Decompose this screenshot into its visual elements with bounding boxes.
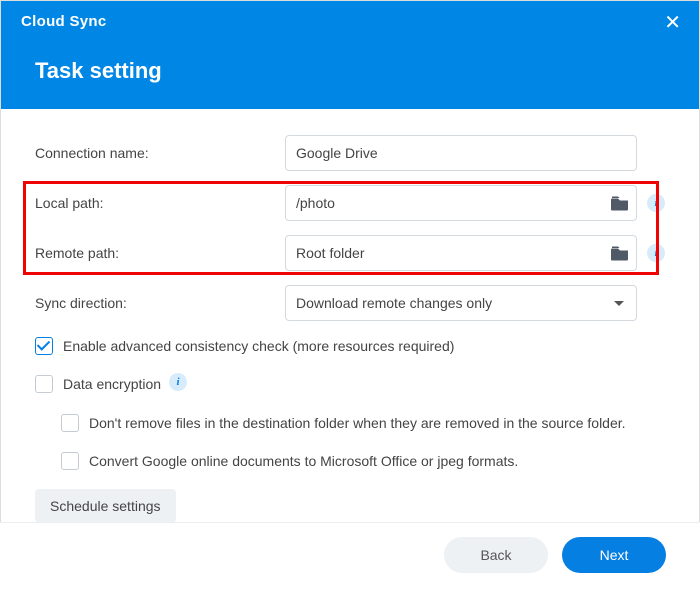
- dialog-header: Cloud Sync ✕ Task setting: [1, 1, 699, 109]
- convert-docs-checkbox[interactable]: [61, 452, 79, 470]
- dialog-footer: Back Next: [0, 522, 700, 591]
- info-icon[interactable]: i: [647, 244, 665, 262]
- info-icon[interactable]: i: [169, 373, 187, 391]
- row-connection-name: Connection name: Google Drive i: [35, 135, 665, 171]
- dont-remove-checkbox[interactable]: [61, 414, 79, 432]
- info-icon[interactable]: i: [647, 194, 665, 212]
- connection-name-label: Connection name:: [35, 145, 285, 161]
- row-sync-direction: Sync direction: Download remote changes …: [35, 285, 665, 321]
- next-button[interactable]: Next: [562, 537, 666, 573]
- check-row-consistency: Enable advanced consistency check (more …: [35, 335, 665, 357]
- remote-path-label: Remote path:: [35, 245, 285, 261]
- page-title: Task setting: [35, 58, 679, 84]
- local-path-input[interactable]: /photo: [285, 185, 637, 221]
- row-local-path: Local path: /photo i: [35, 185, 665, 221]
- check-row-dont-remove: Don't remove files in the destination fo…: [61, 412, 665, 434]
- encryption-checkbox[interactable]: [35, 375, 53, 393]
- sync-direction-select[interactable]: Download remote changes only: [285, 285, 637, 321]
- chevron-down-icon: [614, 301, 624, 306]
- connection-name-input[interactable]: Google Drive: [285, 135, 637, 171]
- consistency-label: Enable advanced consistency check (more …: [63, 335, 454, 357]
- check-row-encryption: Data encryption i: [35, 373, 665, 395]
- encryption-label: Data encryption: [63, 373, 161, 395]
- close-icon[interactable]: ✕: [664, 13, 681, 33]
- back-button[interactable]: Back: [444, 537, 548, 573]
- check-row-convert-docs: Convert Google online documents to Micro…: [61, 450, 665, 472]
- sync-direction-value: Download remote changes only: [296, 286, 492, 320]
- local-path-label: Local path:: [35, 195, 285, 211]
- content-area: Connection name: Google Drive i Local pa…: [1, 109, 699, 533]
- schedule-settings-button[interactable]: Schedule settings: [35, 489, 176, 523]
- folder-icon[interactable]: [611, 246, 629, 261]
- sync-direction-label: Sync direction:: [35, 295, 285, 311]
- dont-remove-label: Don't remove files in the destination fo…: [89, 412, 626, 434]
- consistency-checkbox[interactable]: [35, 337, 53, 355]
- row-remote-path: Remote path: Root folder i: [35, 235, 665, 271]
- convert-docs-label: Convert Google online documents to Micro…: [89, 450, 518, 472]
- folder-icon[interactable]: [611, 196, 629, 211]
- app-title: Cloud Sync: [21, 13, 679, 30]
- remote-path-input[interactable]: Root folder: [285, 235, 637, 271]
